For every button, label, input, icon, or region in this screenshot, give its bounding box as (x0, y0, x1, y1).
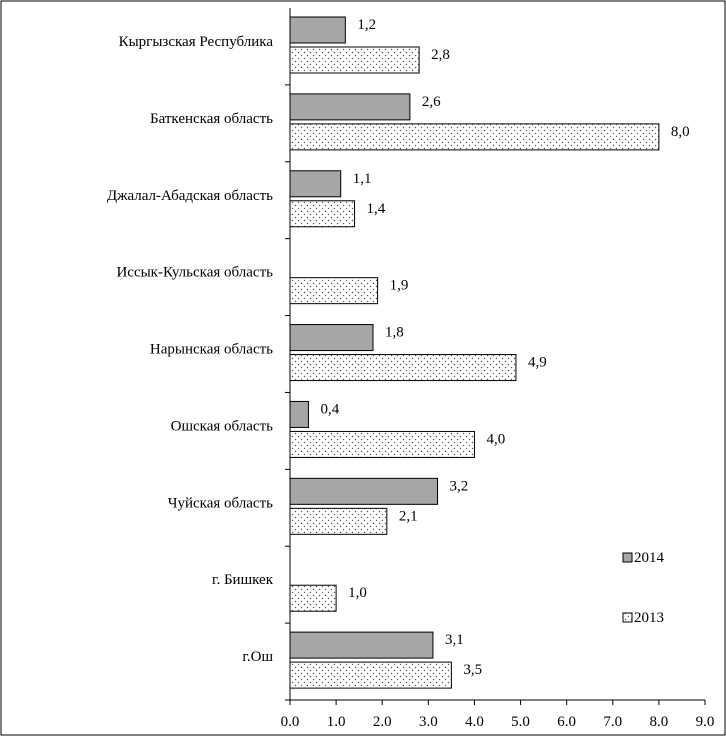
category-label: г. Бишкек (212, 572, 274, 588)
value-label: 3,1 (445, 632, 464, 648)
bar-2014 (289, 16, 346, 44)
value-label: 3,2 (450, 478, 469, 494)
bar-2014 (289, 93, 411, 121)
x-tick-label: 8.0 (650, 714, 669, 730)
value-label: 2,8 (431, 47, 450, 63)
value-label: 8,0 (671, 124, 690, 140)
legend-label: 2013 (634, 610, 664, 626)
value-label: 1,4 (367, 201, 386, 217)
x-tick-label: 7.0 (603, 714, 622, 730)
x-tick-label: 5.0 (511, 714, 530, 730)
bar-2014 (289, 477, 439, 505)
bar-2014 (289, 324, 374, 352)
value-label: 1,1 (353, 171, 372, 187)
value-label: 2,6 (422, 94, 441, 110)
value-label: 1,2 (357, 17, 376, 33)
category-label: Баткенская область (150, 111, 273, 127)
bar-2014 (289, 170, 342, 198)
bar-2013 (289, 277, 379, 305)
value-label: 3,5 (463, 662, 482, 678)
category-label: г.Ош (242, 649, 273, 665)
value-label: 4,0 (486, 431, 505, 447)
value-label: 4,9 (528, 355, 547, 371)
bar-2013 (289, 507, 388, 535)
bar-2013 (289, 584, 337, 612)
x-tick-label: 1.0 (327, 714, 346, 730)
legend-label: 2014 (634, 550, 665, 566)
x-tick-label: 4.0 (465, 714, 484, 730)
category-label: Иссык-Кульская область (116, 265, 273, 281)
x-tick-label: 0.0 (281, 714, 300, 730)
x-tick-label: 6.0 (557, 714, 576, 730)
bar-2013 (289, 430, 475, 458)
category-label: Ошская область (171, 418, 274, 434)
bar-2013 (289, 123, 660, 151)
bar-2013 (289, 46, 420, 74)
legend-swatch-2013 (622, 612, 633, 623)
x-tick-label: 2.0 (373, 714, 392, 730)
value-label: 1,8 (385, 325, 404, 341)
x-tick-label: 9.0 (696, 714, 715, 730)
value-label: 0,4 (320, 401, 339, 417)
bar-2014 (289, 400, 309, 428)
category-label: Нарынская область (150, 342, 273, 358)
value-label: 1,0 (348, 585, 367, 601)
bar-2013 (289, 200, 356, 228)
category-label: Кыргызская Республика (119, 34, 274, 50)
category-label: Чуйская область (168, 495, 273, 511)
value-label: 1,9 (390, 278, 409, 294)
bar-2013 (289, 661, 452, 689)
bar-2013 (289, 354, 517, 382)
category-label: Джалал-Абадская область (107, 188, 273, 204)
legend-swatch-2014 (622, 552, 633, 563)
value-label: 2,1 (399, 508, 418, 524)
x-tick-label: 3.0 (419, 714, 438, 730)
bar-2014 (289, 631, 434, 659)
